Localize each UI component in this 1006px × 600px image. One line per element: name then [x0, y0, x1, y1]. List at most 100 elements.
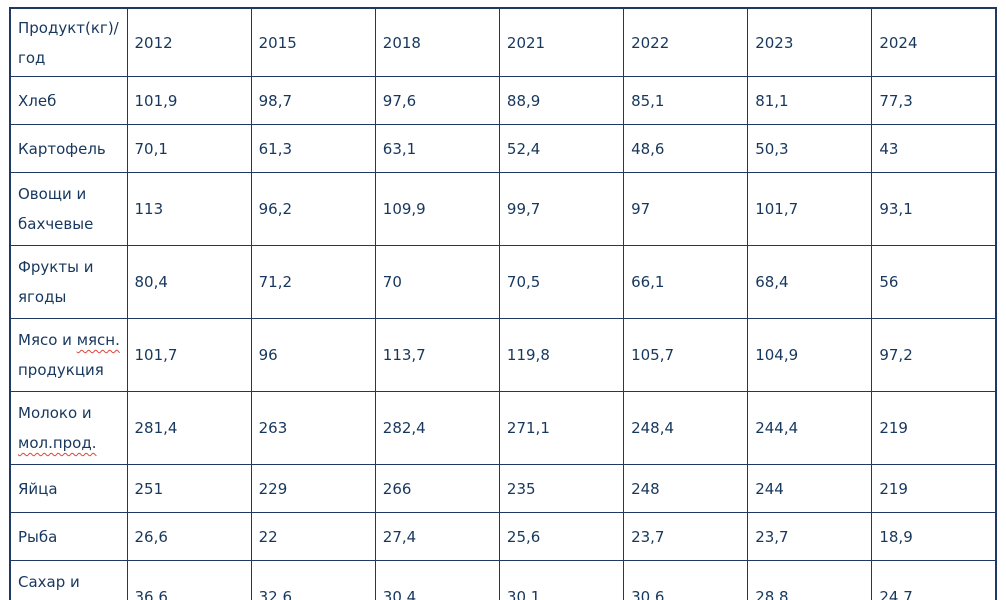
label-text: Овощи и — [18, 185, 87, 203]
value-cell-2024: 219 — [871, 464, 997, 513]
table-row: Хлеб 101,9 98,7 97,6 88,9 85,1 81,1 77,3 — [9, 76, 997, 125]
product-label-line: Рыба — [18, 522, 123, 552]
value-cell-2023: 28,8 — [747, 560, 873, 600]
value-cell-2021: 235 — [498, 464, 625, 513]
value-cell-2021: 25,6 — [498, 512, 625, 561]
value-cell-2024: 219 — [871, 391, 997, 465]
value-cell-2022: 23,7 — [623, 512, 749, 561]
value-cell-2023: 50,3 — [747, 124, 873, 173]
label-text: Сахар и — [18, 573, 80, 591]
value-cell-2022: 30,6 — [623, 560, 749, 600]
header-year-2023: 2023 — [747, 7, 873, 77]
value-cell-2015: 96 — [250, 318, 376, 392]
value-cell-2023: 68,4 — [747, 245, 873, 319]
product-label-line: продукция — [18, 355, 123, 385]
product-cell: Сахар икондит. изд. — [9, 560, 128, 600]
value-cell-2024: 77,3 — [871, 76, 997, 125]
value-cell-2023: 81,1 — [747, 76, 873, 125]
value-cell-2012: 36,6 — [126, 560, 252, 600]
value-cell-2015: 229 — [250, 464, 376, 513]
product-cell: Яйца — [9, 464, 128, 513]
value-cell-2018: 113,7 — [374, 318, 500, 392]
value-cell-2021: 271,1 — [498, 391, 625, 465]
product-cell: Овощи и бахчевые — [9, 172, 128, 246]
product-label-line: мол.прод. — [18, 428, 123, 458]
value-cell-2012: 70,1 — [126, 124, 252, 173]
value-cell-2023: 104,9 — [747, 318, 873, 392]
header-product-year: Продукт(кг)/ год — [9, 7, 128, 77]
value-cell-2018: 97,6 — [374, 76, 500, 125]
product-label-line: Фрукты и — [18, 252, 123, 282]
value-cell-2012: 281,4 — [126, 391, 252, 465]
product-cell: Молоко и мол.прод. — [9, 391, 128, 465]
value-cell-2021: 30,1 — [498, 560, 625, 600]
value-cell-2018: 30,4 — [374, 560, 500, 600]
header-year-2022: 2022 — [623, 7, 749, 77]
value-cell-2022: 48,6 — [623, 124, 749, 173]
product-cell: Фрукты и ягоды — [9, 245, 128, 319]
value-cell-2018: 63,1 — [374, 124, 500, 173]
value-cell-2024: 97,2 — [871, 318, 997, 392]
value-cell-2018: 282,4 — [374, 391, 500, 465]
table-row: Мясо и мясн. продукция 101,7 96 113,7 119,8 10… — [9, 318, 997, 392]
table-row: Сахар икондит. изд.36,632,630,430,130,62… — [9, 560, 997, 600]
header-year-2012: 2012 — [126, 7, 252, 77]
value-cell-2024: 43 — [871, 124, 997, 173]
value-cell-2012: 26,6 — [126, 512, 252, 561]
value-cell-2012: 113 — [126, 172, 252, 246]
table-row: Фрукты и ягоды 80,4 71,2 70 70,5 66,1 68,4 56 — [9, 245, 997, 319]
value-cell-2021: 99,7 — [498, 172, 625, 246]
product-label-line: Хлеб — [18, 86, 123, 116]
header-line: Продукт(кг)/ — [18, 18, 119, 37]
value-cell-2023: 23,7 — [747, 512, 873, 561]
header-line: год — [18, 48, 46, 67]
table-row: Овощи и бахчевые 113 96,2 109,9 99,7 97 101,7 93… — [9, 172, 997, 246]
label-text: Картофель — [18, 139, 106, 158]
value-cell-2021: 52,4 — [498, 124, 625, 173]
label-text: Яйца — [18, 479, 58, 498]
header-year-2021: 2021 — [498, 7, 625, 77]
header-year-2024: 2024 — [871, 7, 997, 77]
value-cell-2022: 97 — [623, 172, 749, 246]
product-cell: Картофель — [9, 124, 128, 173]
label-text: бахчевые — [18, 215, 94, 233]
header-row: Продукт(кг)/ год 2012 2015 2018 2021 2022 2023 2… — [9, 7, 997, 77]
value-cell-2012: 251 — [126, 464, 252, 513]
misspelled-word: мол.прод. — [18, 434, 97, 452]
table-row: Картофель 70,1 61,3 63,1 52,4 48,6 50,3 43 — [9, 124, 997, 173]
value-cell-2022: 85,1 — [623, 76, 749, 125]
value-cell-2024: 56 — [871, 245, 997, 319]
value-cell-2018: 27,4 — [374, 512, 500, 561]
product-cell: Рыба — [9, 512, 128, 561]
value-cell-2023: 244,4 — [747, 391, 873, 465]
table-row: Молоко и мол.прод. 281,4 263 282,4 271,1 248,4… — [9, 391, 997, 465]
consumption-table: Продукт(кг)/год 2012 2015 2018 2021 2022 2023 2… — [9, 7, 997, 600]
value-cell-2012: 101,7 — [126, 318, 252, 392]
product-label-line: Яйца — [18, 474, 123, 504]
value-cell-2015: 22 — [250, 512, 376, 561]
table-row: Яйца 251 229 266 235 248 244 219 — [9, 464, 997, 513]
value-cell-2024: 18,9 — [871, 512, 997, 561]
label-text: Хлеб — [18, 91, 57, 110]
product-label-line: Молоко и — [18, 398, 123, 428]
value-cell-2018: 266 — [374, 464, 500, 513]
product-label-line: бахчевые — [18, 209, 123, 239]
value-cell-2021: 88,9 — [498, 76, 625, 125]
label-text: ягоды — [18, 288, 67, 306]
value-cell-2021: 119,8 — [498, 318, 625, 392]
value-cell-2024: 24,7 — [871, 560, 997, 600]
value-cell-2022: 248 — [623, 464, 749, 513]
header-year-2015: 2015 — [250, 7, 376, 77]
header-year-2018: 2018 — [374, 7, 500, 77]
value-cell-2015: 263 — [250, 391, 376, 465]
value-cell-2022: 248,4 — [623, 391, 749, 465]
value-cell-2021: 70,5 — [498, 245, 625, 319]
table-row: Рыба 26,6 22 27,4 25,6 23,7 23,7 18,9 — [9, 512, 997, 561]
value-cell-2023: 244 — [747, 464, 873, 513]
product-label-line: ягоды — [18, 282, 123, 312]
value-cell-2012: 80,4 — [126, 245, 252, 319]
misspelled-word: мясн. — [76, 331, 120, 349]
label-text: Молоко и — [18, 404, 92, 422]
product-label-line: Мясо и мясн. — [18, 325, 123, 355]
